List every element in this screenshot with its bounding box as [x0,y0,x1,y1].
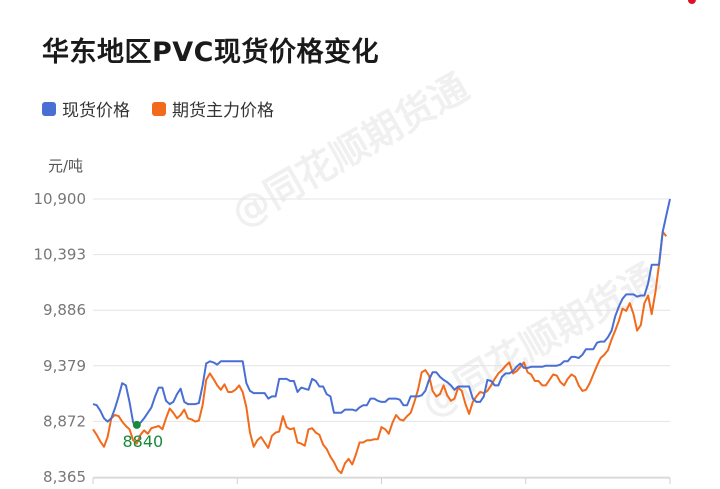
series-line-spot [92,198,671,426]
chart-legend: 现货价格 期货主力价格 [42,96,296,121]
legend-swatch-futures [152,101,166,116]
y-tick-label: 8,872 [43,412,86,430]
y-tick-label: 8,365 [43,468,86,486]
y-tick-label: 10,900 [34,190,87,208]
y-tick-label: 10,393 [34,246,87,264]
legend-swatch-spot [42,101,56,116]
y-tick-label: 9,379 [43,357,86,375]
annotation-point [687,0,696,4]
y-tick-label: 9,886 [43,301,86,319]
legend-item-spot[interactable]: 现货价格 [42,96,130,121]
legend-item-futures[interactable]: 期货主力价格 [152,96,274,121]
legend-label-spot: 现货价格 [62,101,130,121]
annotation-label: 10900 [651,0,702,4]
y-axis-unit-label: 元/吨 [48,157,84,175]
series-line-futures [92,230,668,475]
legend-label-futures: 期货主力价格 [172,101,274,121]
chart-title: 华东地区PVC现货价格变化 [42,37,379,68]
annotation-point [132,420,141,429]
annotation-label: 8840 [122,432,163,451]
